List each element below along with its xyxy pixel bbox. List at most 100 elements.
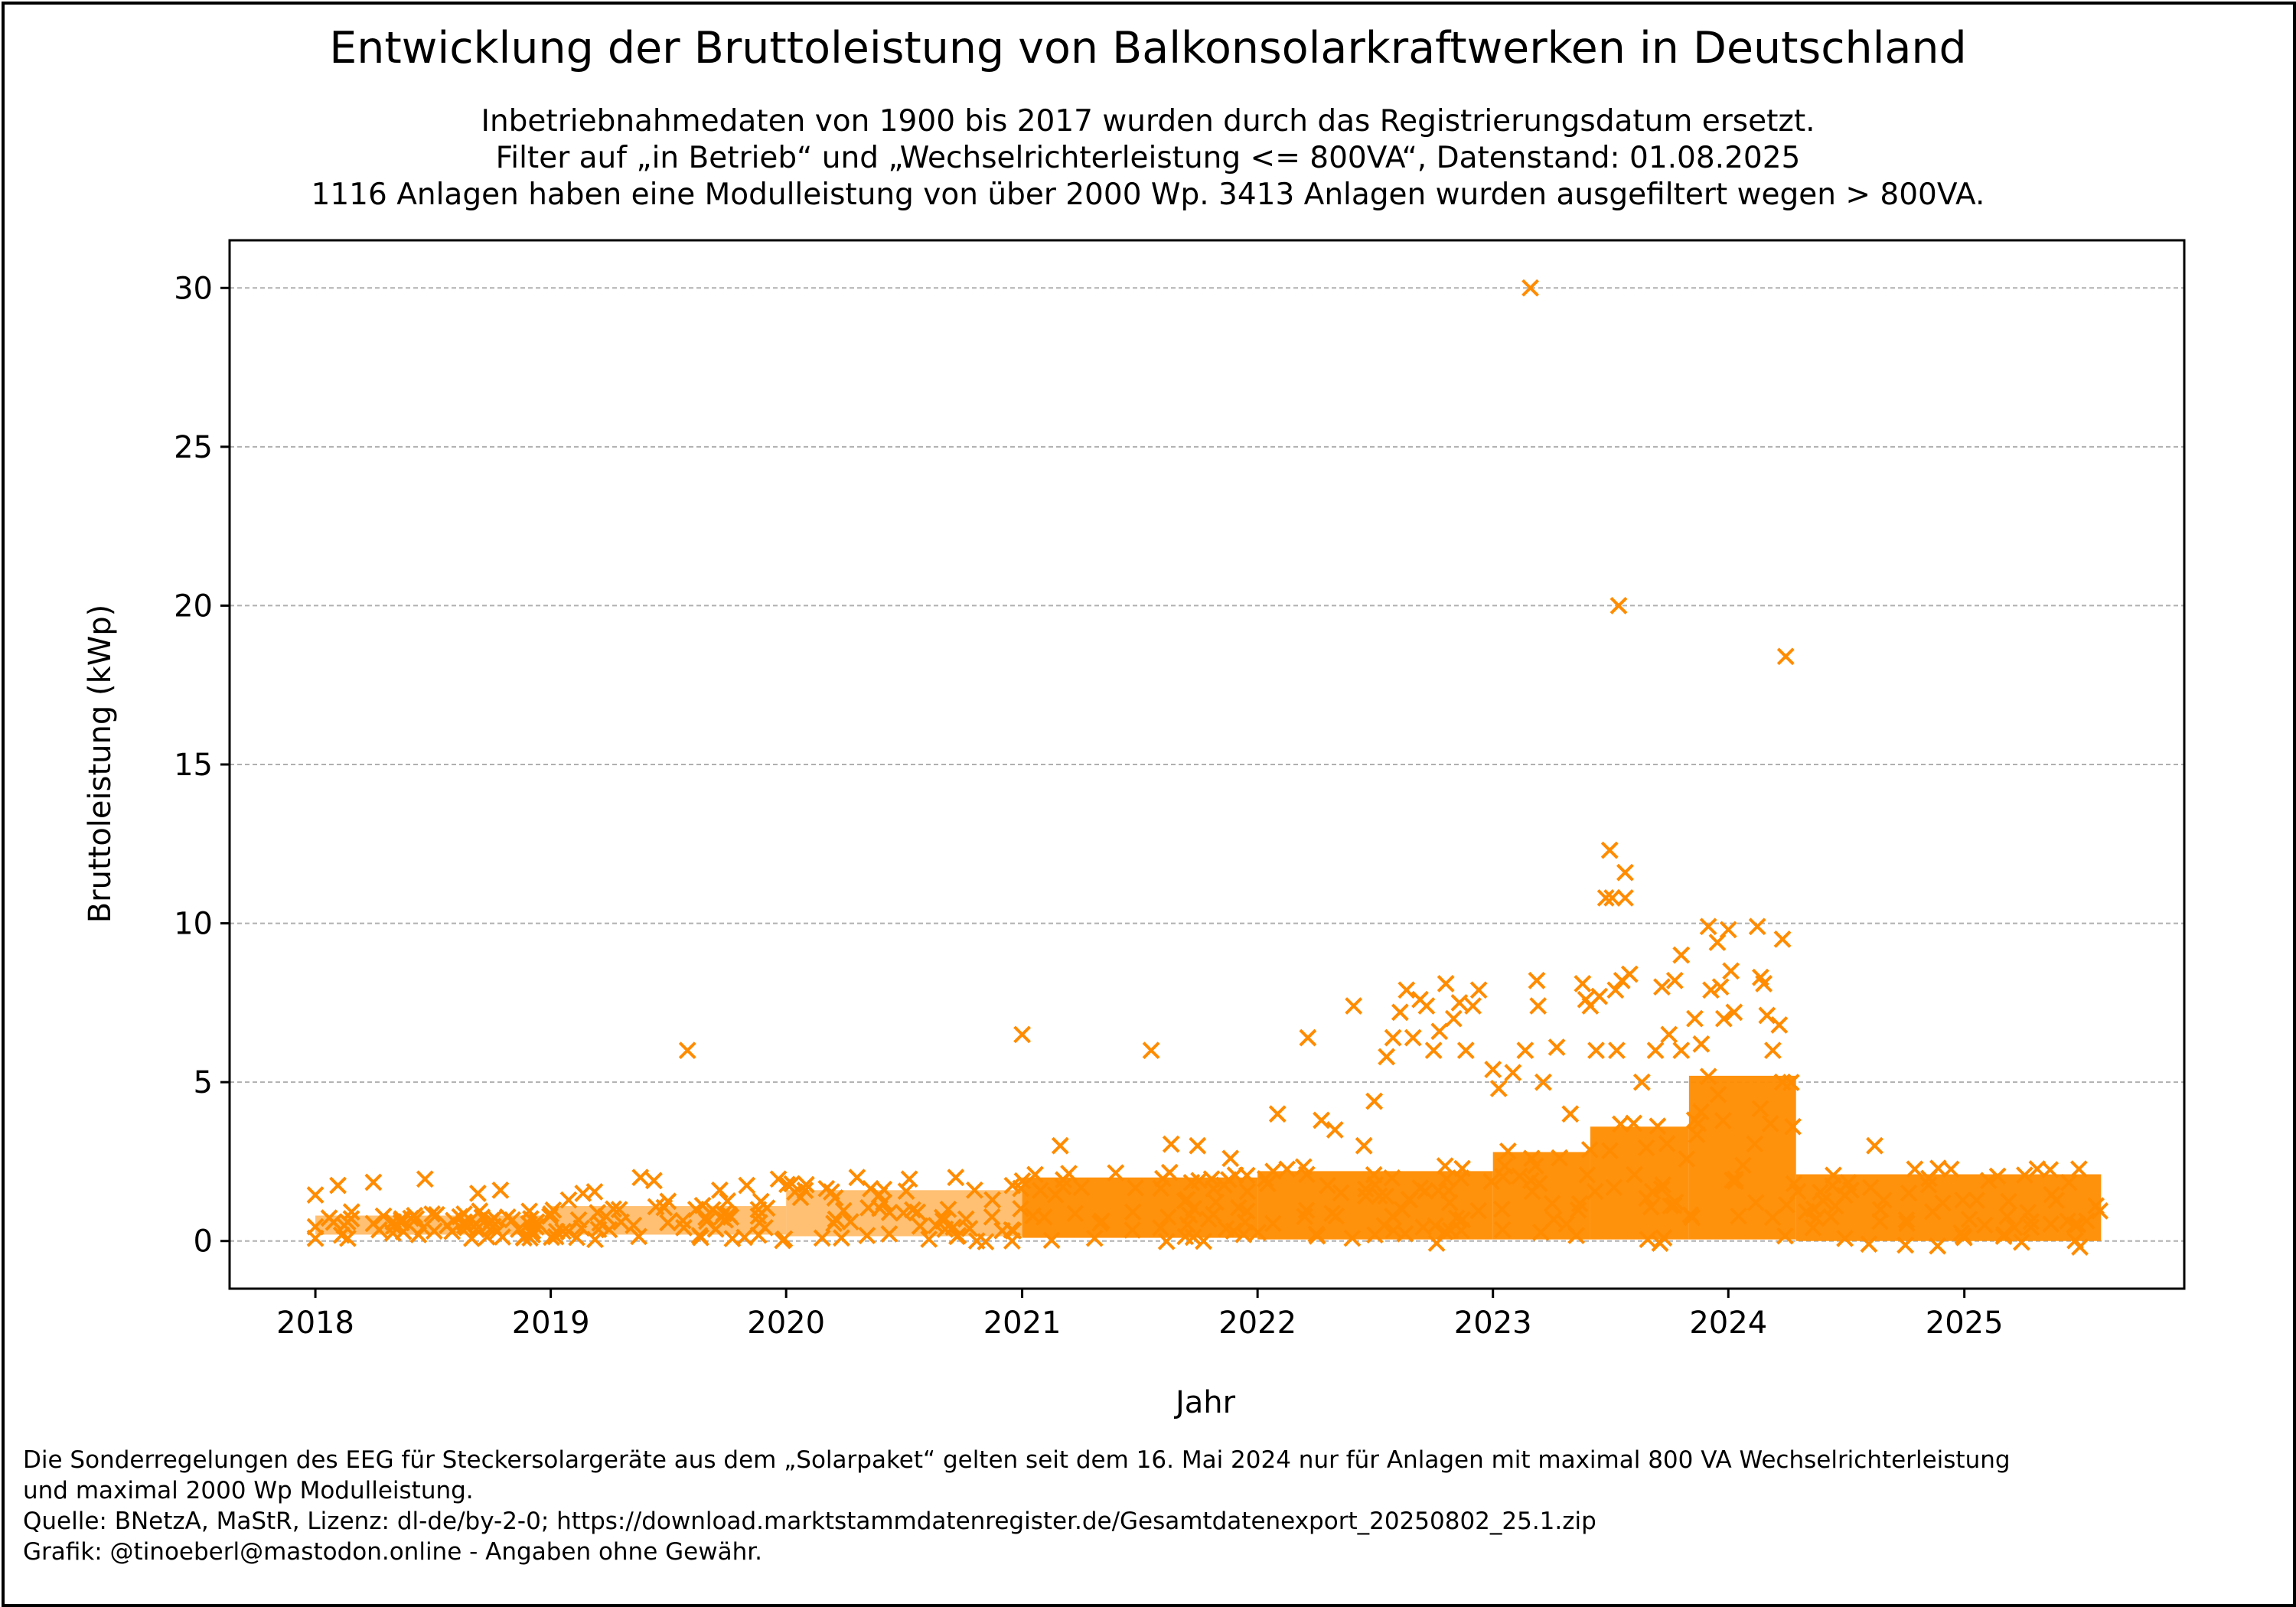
dense-marker [1543, 1195, 1561, 1213]
dense-marker [825, 1214, 843, 1233]
dense-band-segment [1688, 1075, 1796, 1240]
dense-marker [339, 1229, 357, 1247]
data-point [1773, 1073, 1792, 1091]
data-point [1162, 1135, 1180, 1153]
dense-marker [1709, 1085, 1727, 1103]
dense-marker [813, 1229, 831, 1247]
data-point [468, 1185, 487, 1202]
dense-marker [1217, 1220, 1235, 1238]
data-point [1714, 1009, 1733, 1028]
dense-marker [983, 1191, 1002, 1209]
dense-marker [1642, 1198, 1660, 1216]
dense-marker [1393, 1201, 1411, 1218]
data-point [1345, 997, 1363, 1015]
dense-marker [1699, 1068, 1717, 1086]
dense-marker [568, 1228, 585, 1247]
dense-marker [1396, 1224, 1414, 1243]
data-point [1142, 1041, 1160, 1060]
dense-marker [610, 1201, 628, 1219]
data-point [1620, 965, 1639, 983]
dense-marker [1332, 1184, 1350, 1202]
dense-marker [625, 1216, 643, 1234]
x-tick-label: 2025 [1926, 1305, 2004, 1341]
dense-marker [1343, 1229, 1362, 1247]
data-point [1534, 1073, 1552, 1091]
data-point [1391, 1003, 1409, 1022]
data-point [1548, 1038, 1566, 1056]
dense-marker [659, 1214, 677, 1232]
dense-marker [1531, 1223, 1550, 1241]
dense-marker [1031, 1182, 1049, 1199]
dense-marker [1066, 1204, 1084, 1223]
dense-marker [1238, 1182, 1257, 1201]
dense-marker [1370, 1187, 1388, 1205]
dense-marker [1746, 1194, 1765, 1211]
data-point [1600, 841, 1619, 859]
data-point [1299, 1028, 1317, 1047]
dense-marker [1124, 1203, 1142, 1221]
dense-marker [833, 1229, 850, 1247]
data-point [1719, 921, 1737, 939]
x-tick-label: 2022 [1218, 1305, 1296, 1341]
dense-marker [1988, 1167, 2007, 1185]
data-point [1748, 918, 1766, 936]
dense-marker [1860, 1235, 1878, 1253]
grid-layer [230, 287, 2184, 1242]
dense-marker [1789, 1182, 1807, 1201]
dense-marker [1654, 1175, 1672, 1194]
dense-marker [1658, 1135, 1676, 1152]
dense-marker [1202, 1170, 1221, 1188]
data-point [1763, 1041, 1782, 1060]
data-point [848, 1169, 866, 1187]
dense-marker [1238, 1166, 1256, 1185]
x-tick-label: 2023 [1454, 1305, 1532, 1341]
data-point [1268, 1105, 1287, 1123]
data-point [1596, 888, 1615, 907]
dense-marker [1751, 1100, 1769, 1118]
dense-marker [1979, 1172, 1998, 1190]
data-point [1444, 1009, 1463, 1028]
dense-marker [1319, 1176, 1337, 1195]
data-point [631, 1169, 650, 1187]
data-point [1464, 997, 1482, 1015]
dense-marker [1296, 1208, 1314, 1226]
dense-marker [1605, 1178, 1623, 1197]
dense-marker [778, 1175, 796, 1194]
dense-marker [1776, 1227, 1794, 1245]
dense-marker [1975, 1216, 1994, 1234]
dense-marker [1297, 1165, 1316, 1184]
data-point [1378, 1048, 1396, 1066]
dense-marker [2060, 1173, 2078, 1191]
dense-marker [697, 1208, 715, 1227]
dense-marker [1436, 1223, 1454, 1241]
dense-marker [1954, 1191, 1972, 1209]
y-tick-label: 30 [174, 271, 213, 306]
dense-marker [342, 1203, 360, 1221]
footer-credit-line: Grafik: @tinoeberl@mastodon.online - Ang… [23, 1538, 762, 1566]
chart-subtitle-line-2: Filter auf „in Betrieb“ und „Wechselrich… [495, 141, 1801, 175]
dense-marker [858, 1227, 876, 1244]
dense-marker [1427, 1234, 1446, 1252]
dense-marker [1060, 1165, 1078, 1182]
data-point [306, 1186, 325, 1204]
dense-marker [1085, 1229, 1104, 1247]
dense-marker [911, 1217, 929, 1235]
data-point [1417, 997, 1436, 1015]
dense-marker [2069, 1160, 2088, 1178]
data-point [1397, 981, 1416, 999]
dense-marker [554, 1222, 572, 1240]
data-point [1686, 1009, 1704, 1028]
dense-marker [1297, 1201, 1316, 1220]
data-point [338, 1213, 357, 1231]
data-point [769, 1170, 788, 1188]
dense-marker [826, 1189, 844, 1207]
dense-marker [1570, 1195, 1589, 1213]
dense-marker [2019, 1203, 2037, 1221]
data-point [1722, 962, 1740, 980]
dense-marker [1157, 1232, 1176, 1250]
dense-marker [1181, 1206, 1199, 1224]
data-point [1773, 930, 1792, 948]
data-point [1469, 981, 1488, 999]
data-point [1776, 647, 1795, 666]
data-point [1672, 1041, 1691, 1060]
